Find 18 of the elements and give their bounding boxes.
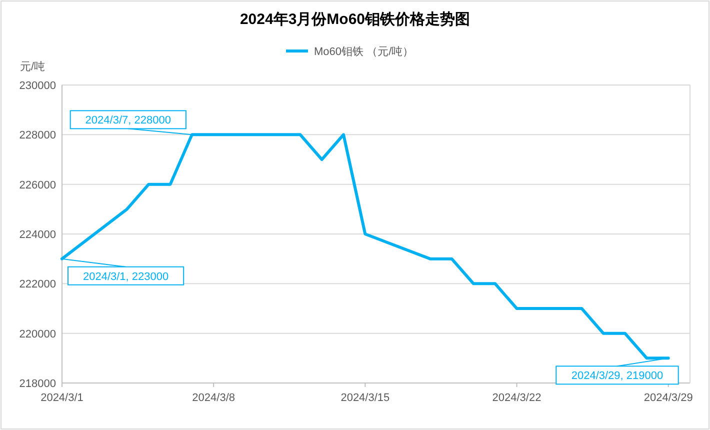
y-tick-label: 224000 (19, 229, 56, 241)
chart-title: 2024年3月份Mo60钼铁价格走势图 (240, 11, 470, 28)
y-tick-label: 230000 (19, 80, 56, 92)
y-tick-label: 218000 (19, 378, 56, 390)
x-tick-label: 2024/3/8 (192, 392, 235, 404)
annotation: 2024/3/1, 223000 (82, 270, 169, 283)
y-axis-title: 元/吨 (20, 60, 46, 73)
y-tick-label: 220000 (19, 328, 56, 340)
legend-label: Mo60钼铁 （元/吨） (314, 45, 414, 58)
x-tick-label: 2024/3/22 (492, 392, 542, 404)
y-tick-label: 228000 (19, 130, 56, 142)
x-tick-label: 2024/3/1 (40, 392, 84, 404)
y-tick-label: 226000 (19, 179, 56, 192)
x-tick-label: 2024/3/29 (644, 392, 693, 404)
y-tick-label: 222000 (19, 278, 56, 291)
annotation: 2024/3/7, 228000 (85, 114, 171, 127)
annotation: 2024/3/29, 219000 (571, 370, 664, 382)
x-tick-label: 2024/3/15 (340, 392, 390, 404)
